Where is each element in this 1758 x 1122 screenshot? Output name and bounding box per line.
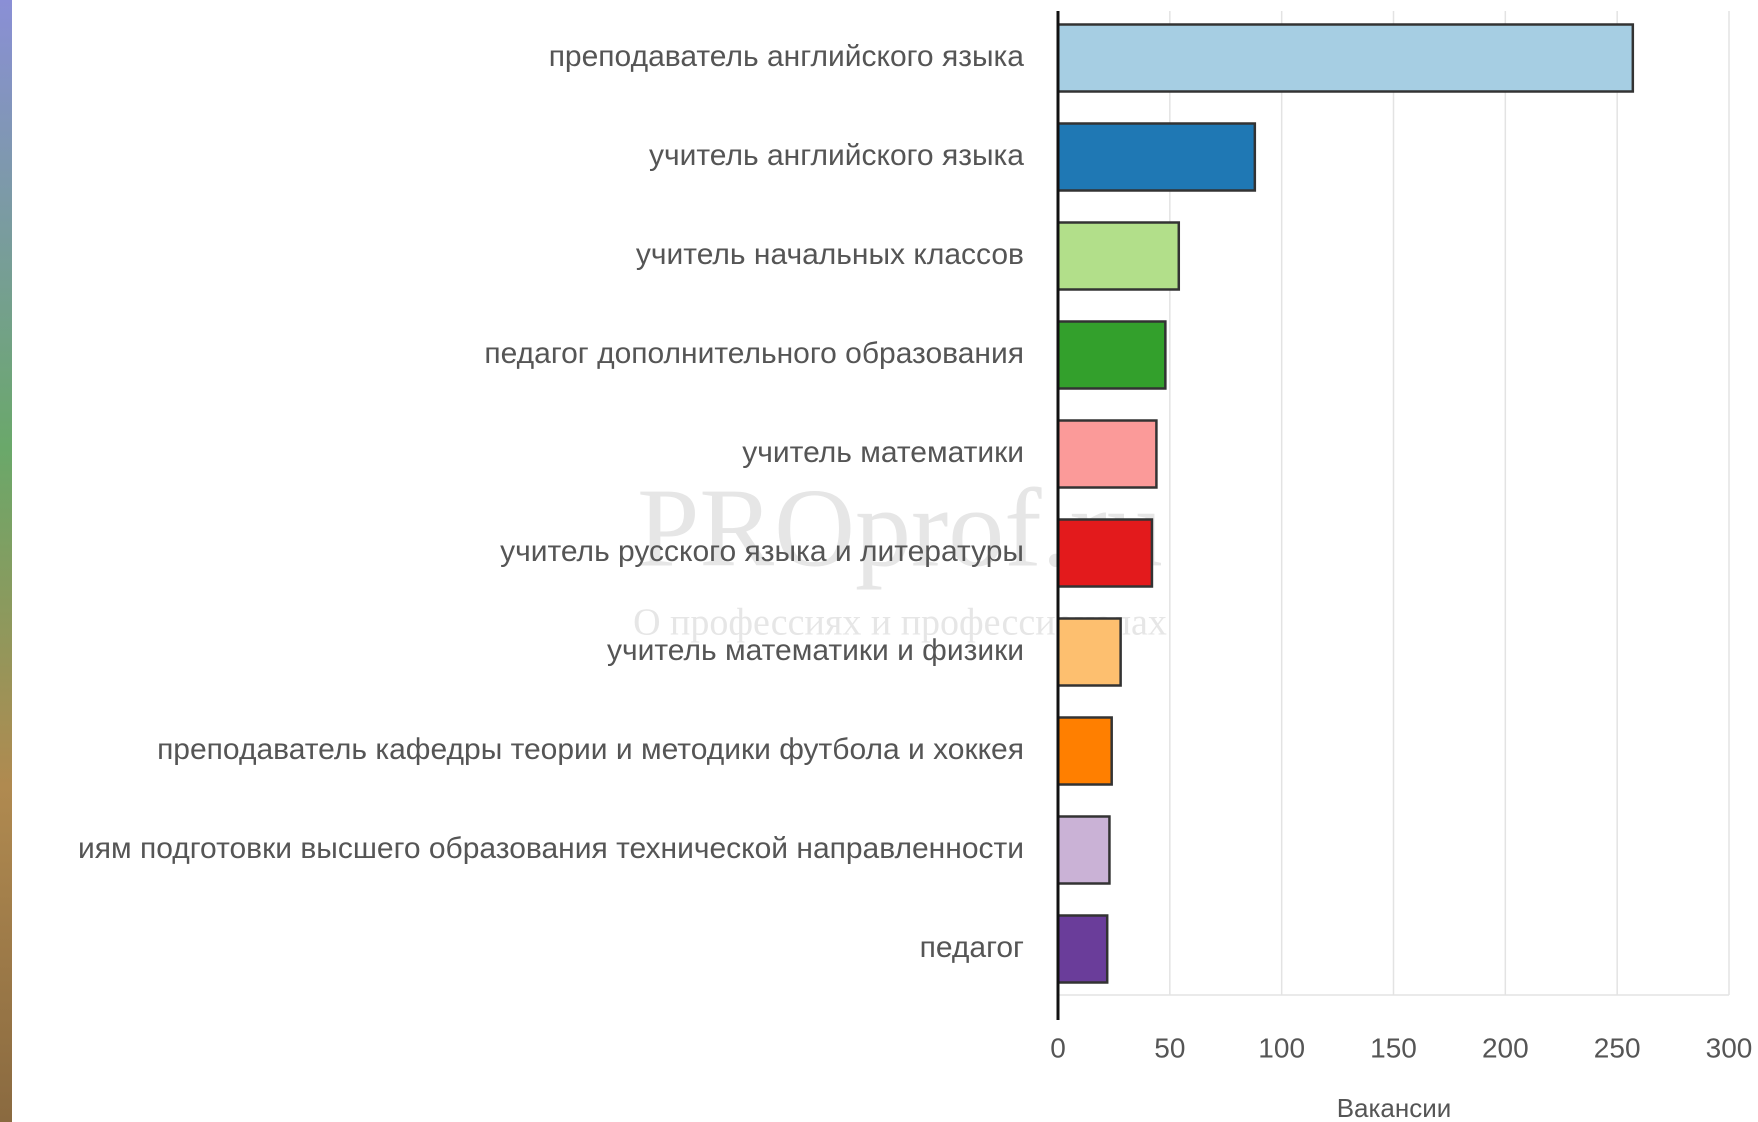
bar (1056, 221, 1181, 291)
x-tick-label: 0 (1050, 1032, 1066, 1063)
y-tick-label: преподаватель кафедры теории и методики … (157, 733, 1024, 766)
bar (1056, 320, 1167, 390)
y-tick-label: учитель английского языка (649, 139, 1024, 172)
y-tick-label: иям подготовки высшего образования техни… (78, 832, 1024, 865)
y-tick-label: учитель математики и физики (607, 634, 1024, 667)
x-tick-label: 200 (1482, 1032, 1529, 1063)
x-tick-label: 300 (1706, 1032, 1753, 1063)
bar (1056, 122, 1257, 192)
bar (1056, 617, 1122, 687)
bar (1056, 518, 1154, 588)
y-tick-label: учитель начальных классов (636, 238, 1024, 271)
y-tick-label: преподаватель английского языка (549, 40, 1025, 73)
background-strip (0, 0, 12, 1122)
x-tick-label: 250 (1594, 1032, 1641, 1063)
bar (1056, 716, 1113, 786)
x-tick-label: 100 (1258, 1032, 1305, 1063)
y-tick-label: педагог (920, 931, 1024, 964)
y-tick-label: учитель русского языка и литературы (500, 535, 1024, 568)
bar (1056, 23, 1635, 93)
bar (1056, 419, 1158, 489)
y-tick-label: педагог дополнительного образования (484, 337, 1024, 370)
x-axis-label: Вакансии (1337, 1093, 1452, 1122)
x-tick-label: 150 (1370, 1032, 1417, 1063)
x-tick-label: 50 (1154, 1032, 1185, 1063)
y-tick-label: учитель математики (742, 436, 1024, 469)
bar (1056, 914, 1109, 984)
bar (1056, 815, 1111, 885)
